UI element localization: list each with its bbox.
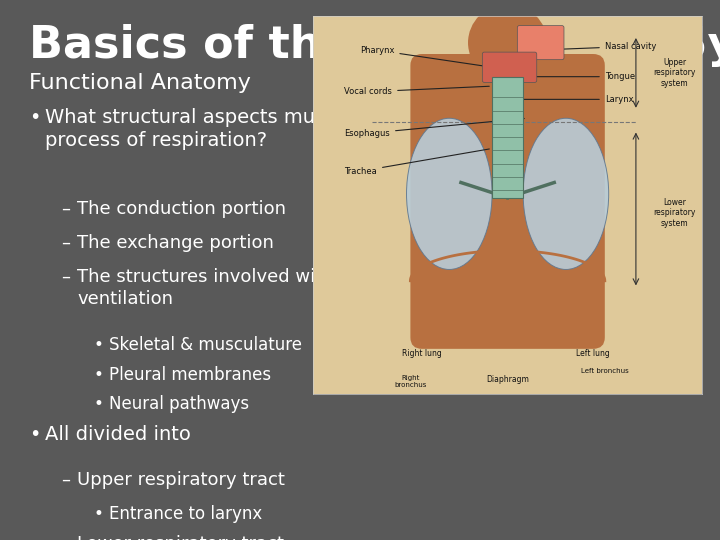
Text: Entrance to larynx: Entrance to larynx xyxy=(109,505,263,523)
Text: Lower
respiratory
system: Lower respiratory system xyxy=(654,198,696,228)
Text: •: • xyxy=(94,336,104,354)
Text: Pleural membranes: Pleural membranes xyxy=(109,366,271,383)
Text: Lower respiratory tract: Lower respiratory tract xyxy=(77,535,284,540)
FancyBboxPatch shape xyxy=(410,54,605,349)
Text: The structures involved with
ventilation: The structures involved with ventilation xyxy=(77,268,333,308)
FancyBboxPatch shape xyxy=(518,26,564,60)
Text: Upper respiratory tract: Upper respiratory tract xyxy=(77,471,285,489)
Text: Right lung: Right lung xyxy=(402,349,442,358)
Text: Tongue: Tongue xyxy=(526,72,635,81)
FancyBboxPatch shape xyxy=(492,77,523,198)
Ellipse shape xyxy=(407,118,492,269)
Text: •: • xyxy=(94,395,104,413)
Text: Skeletal & musculature: Skeletal & musculature xyxy=(109,336,302,354)
FancyBboxPatch shape xyxy=(482,52,537,82)
Text: Upper
respiratory
system: Upper respiratory system xyxy=(654,58,696,88)
Text: –: – xyxy=(61,471,71,489)
Text: Neural pathways: Neural pathways xyxy=(109,395,250,413)
Text: Functional Anatomy: Functional Anatomy xyxy=(29,73,251,93)
Text: All divided into: All divided into xyxy=(45,425,191,444)
Text: Larynx: Larynx xyxy=(522,95,634,104)
Text: Right
bronchus: Right bronchus xyxy=(395,375,426,388)
Text: Vocal cords: Vocal cords xyxy=(344,86,490,96)
Text: Nasal cavity: Nasal cavity xyxy=(538,42,656,51)
Text: •: • xyxy=(94,366,104,383)
Ellipse shape xyxy=(523,118,608,269)
Text: Diaphragm: Diaphragm xyxy=(486,375,529,384)
Text: The exchange portion: The exchange portion xyxy=(77,234,274,252)
Text: Left bronchus: Left bronchus xyxy=(581,368,629,374)
Text: The conduction portion: The conduction portion xyxy=(77,200,286,218)
Text: •: • xyxy=(94,505,104,523)
Text: Left lung: Left lung xyxy=(576,349,610,358)
Text: –: – xyxy=(61,234,71,252)
Text: Pharynx: Pharynx xyxy=(360,46,490,67)
Text: –: – xyxy=(61,535,71,540)
Text: Basics of the Respiratory System: Basics of the Respiratory System xyxy=(29,24,720,68)
Text: •: • xyxy=(29,108,40,127)
Text: What structural aspects must be considered in the
process of respiration?: What structural aspects must be consider… xyxy=(45,108,539,151)
Text: –: – xyxy=(61,200,71,218)
Text: Trachea: Trachea xyxy=(344,149,490,176)
Text: •: • xyxy=(29,425,40,444)
Circle shape xyxy=(469,5,546,80)
Text: Esophagus: Esophagus xyxy=(344,118,524,138)
Text: –: – xyxy=(61,268,71,286)
